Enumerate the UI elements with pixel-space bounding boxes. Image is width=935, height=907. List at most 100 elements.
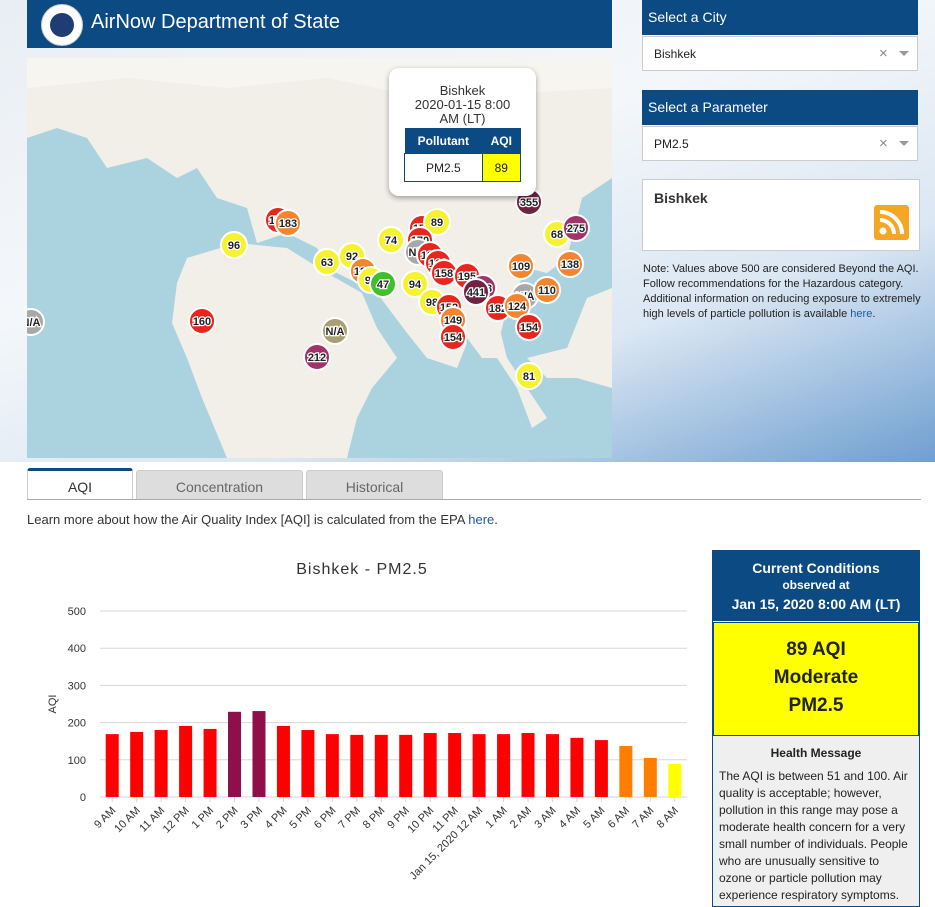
health-title: Health Message [770, 746, 862, 760]
bar [325, 734, 339, 797]
x-tick-label: 5 AM [581, 805, 607, 831]
bar [350, 734, 364, 797]
dropdown-arrow[interactable] [899, 141, 909, 146]
y-tick-label: 400 [68, 643, 86, 655]
aqi-value: 89 AQI [786, 639, 846, 660]
bar [545, 734, 559, 797]
map-marker[interactable] [274, 209, 302, 237]
map-marker[interactable] [220, 231, 248, 259]
dropdown-arrow[interactable] [899, 51, 909, 56]
bar [521, 733, 535, 797]
bar [105, 734, 119, 797]
y-axis-label: AQI [47, 695, 59, 714]
health-text: The AQI is between 51 and 100. Air quali… [719, 769, 908, 902]
conditions-title: Current Conditions [752, 560, 880, 576]
x-tick-label: 7 PM [336, 805, 363, 832]
seal [41, 4, 83, 46]
map-marker[interactable] [188, 307, 216, 335]
note: Note: Values above 500 are considered Be… [643, 262, 923, 322]
tab[interactable]: Historical [306, 470, 443, 499]
table-header: AQI [482, 128, 521, 154]
bar [423, 733, 437, 797]
aqi-category: Moderate [773, 667, 859, 688]
bar [570, 737, 584, 797]
clear-button[interactable]: × [879, 135, 888, 152]
marker-label: 68 [551, 229, 563, 241]
observed-label: observed at [782, 578, 850, 592]
tooltip-table: Pollutant AQI PM2.5 89 [404, 128, 522, 182]
x-tick-label: 10 AM [112, 805, 143, 836]
map-marker[interactable] [401, 270, 429, 298]
tab[interactable]: Concentration [136, 470, 303, 499]
map-marker[interactable] [321, 317, 349, 345]
city-panel: Bishkek [642, 179, 920, 251]
y-tick-label: 100 [68, 755, 86, 767]
y-tick-label: 0 [80, 792, 86, 804]
marker-label: 110 [538, 285, 556, 297]
site-title: AirNow Department of State [91, 11, 340, 33]
map-marker[interactable] [303, 343, 331, 371]
select-value: Bishkek [654, 47, 697, 61]
map-marker[interactable] [369, 270, 397, 298]
x-tick-label: 7 AM [630, 805, 656, 831]
learn-more: Learn more about how the Air Quality Ind… [27, 512, 498, 527]
marker-label: 154 [520, 322, 539, 334]
bar [643, 757, 657, 797]
map-marker[interactable] [507, 252, 535, 280]
marker-label: 109 [512, 261, 530, 273]
rss-icon[interactable] [874, 205, 909, 240]
map-marker[interactable] [556, 250, 584, 278]
marker-label: N/A [326, 326, 345, 338]
bar [154, 730, 168, 797]
x-tick-label: 4 PM [263, 805, 290, 832]
y-tick-label: 200 [68, 718, 86, 730]
x-tick-label: 1 AM [483, 805, 509, 831]
learn-text: Learn more about how the Air Quality Ind… [27, 512, 469, 527]
map-marker[interactable] [423, 208, 451, 236]
bar [179, 725, 193, 797]
bar [497, 734, 511, 797]
marker-label: 74 [385, 235, 398, 247]
note-link[interactable]: here [850, 308, 873, 320]
land-africa [172, 243, 397, 458]
x-tick-label: 2 PM [214, 805, 241, 832]
tab-active[interactable]: AQI [27, 468, 133, 499]
x-tick-label: 8 AM [655, 805, 681, 831]
marker-label: 94 [409, 279, 422, 291]
note-end: . [872, 308, 876, 320]
tooltip-city: Bishkek [439, 83, 486, 98]
marker-label: 441 [467, 287, 485, 299]
tab-divider [27, 499, 921, 500]
marker-label: 89 [431, 217, 443, 229]
map-marker[interactable] [27, 308, 45, 336]
map-marker[interactable] [515, 362, 543, 390]
x-tick-label: 3 PM [238, 805, 265, 832]
parameter-select[interactable]: PM2.5 × [642, 126, 918, 161]
tooltip-time: 2020-01-15 8:00 AM (LT) [414, 97, 511, 126]
bar [668, 763, 682, 797]
map-marker[interactable] [503, 292, 531, 320]
marker-label: 212 [308, 352, 326, 364]
marker-label: 154 [444, 332, 463, 344]
map-marker[interactable] [439, 323, 467, 351]
marker-label: 183 [279, 218, 297, 230]
map-marker[interactable] [533, 276, 561, 304]
map-marker[interactable] [562, 214, 590, 242]
bar [228, 711, 242, 797]
map-marker[interactable] [462, 278, 490, 306]
map-marker[interactable] [515, 313, 543, 341]
y-tick-label: 500 [68, 606, 86, 618]
x-tick-label: 4 AM [557, 805, 583, 831]
learn-link[interactable]: here [468, 512, 495, 527]
marker-label: 138 [561, 259, 579, 271]
x-tick-label: 12 PM [161, 805, 192, 836]
x-tick-label: 6 PM [312, 805, 339, 832]
x-tick-label: 2 AM [508, 805, 534, 831]
chart-title: Bishkek - PM2.5 [296, 561, 427, 578]
clear-button[interactable]: × [879, 45, 888, 62]
map-marker[interactable] [377, 226, 405, 254]
bar [301, 730, 315, 797]
city-select[interactable]: Bishkek × [642, 36, 918, 71]
